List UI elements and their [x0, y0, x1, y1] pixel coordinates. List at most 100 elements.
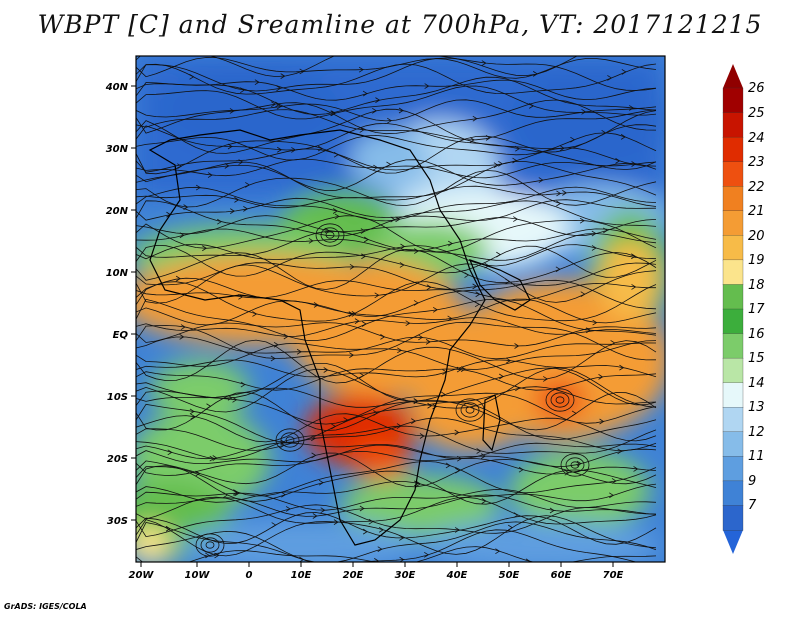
streamline	[136, 340, 657, 370]
streamline-arrow	[390, 216, 396, 223]
lon-tick-label: 40E	[446, 570, 468, 581]
streamline-arrow	[167, 449, 173, 456]
streamline-arrow	[311, 452, 317, 459]
streamlines	[136, 56, 657, 562]
streamline-arrow	[234, 490, 240, 497]
streamline-arrow	[179, 334, 185, 340]
streamline	[136, 135, 657, 175]
streamline	[136, 79, 657, 101]
streamline-arrow	[418, 334, 424, 341]
streamline	[136, 450, 657, 476]
streamline-arrow	[206, 403, 212, 410]
streamline-arrow	[601, 130, 607, 136]
streamline-arrow	[254, 79, 260, 86]
lon-axis: 20W 10W 0 10E 20E 30E 40E 50E 60E 70E	[129, 570, 624, 581]
streamline-arrow	[310, 435, 316, 442]
streamline-vortex	[315, 223, 345, 247]
streamline-arrow	[398, 107, 404, 114]
streamline-vortex	[195, 533, 225, 557]
streamline-arrow	[205, 552, 211, 559]
streamline-vortex	[545, 388, 575, 412]
streamline	[136, 132, 657, 161]
colorbar-swatch	[722, 161, 744, 187]
streamline-arrow	[413, 300, 419, 306]
streamline-arrow	[570, 136, 576, 143]
colorbar-label: 18	[748, 278, 765, 293]
streamline-arrow	[454, 429, 460, 436]
streamline-arrow	[405, 320, 411, 327]
streamline-arrow	[580, 291, 586, 298]
streamline	[136, 460, 657, 497]
colorbar-swatch	[722, 136, 744, 163]
colorbar-label: 14	[748, 376, 765, 391]
streamline-arrow	[243, 206, 249, 212]
streamline-arrow	[359, 505, 365, 512]
colorbar-bottom-arrow	[723, 530, 743, 554]
streamline-arrow	[615, 158, 621, 164]
streamline-arrow	[362, 528, 368, 535]
streamline-arrow	[425, 339, 431, 345]
streamline	[136, 63, 657, 95]
streamline-arrow	[507, 524, 513, 531]
colorbar-swatch	[722, 87, 744, 114]
streamline-arrow	[538, 177, 544, 183]
streamline-arrow	[332, 208, 338, 214]
streamline	[136, 391, 657, 432]
streamline	[136, 413, 657, 443]
streamline-arrow	[611, 478, 617, 484]
streamline-arrow	[177, 163, 183, 170]
streamline-arrow	[281, 491, 287, 498]
colorbar-label: 17	[748, 302, 765, 317]
streamline-arrow	[190, 413, 196, 420]
streamline-arrow	[359, 372, 365, 379]
streamline-arrow	[334, 213, 340, 220]
streamline-arrow	[525, 558, 531, 562]
colorbar-swatch	[722, 407, 744, 433]
streamline-arrow	[480, 453, 486, 459]
streamline-arrow	[426, 284, 432, 291]
streamline	[136, 417, 657, 451]
streamline-arrow	[374, 558, 380, 562]
streamline-arrow	[581, 109, 587, 115]
streamline-arrow	[498, 160, 504, 167]
streamline	[136, 359, 657, 378]
streamline-arrow	[498, 373, 504, 380]
streamline-arrow	[374, 292, 380, 299]
streamline-arrow	[514, 343, 520, 349]
streamline-arrow	[378, 526, 384, 533]
streamline-arrow	[351, 311, 357, 317]
streamline	[136, 160, 657, 199]
streamline	[136, 263, 657, 304]
streamline	[136, 248, 657, 290]
streamline-arrow	[506, 357, 512, 364]
lon-tick-label: 60E	[551, 570, 572, 581]
streamline	[136, 488, 657, 511]
streamline-arrow	[564, 469, 570, 476]
streamline-arrow	[275, 101, 281, 108]
streamline-vortex	[550, 392, 570, 408]
streamline-arrow	[358, 66, 364, 73]
colorbar-swatch	[722, 284, 744, 310]
streamline	[136, 57, 657, 92]
streamline-arrow	[543, 376, 548, 382]
streamline-arrow	[324, 227, 330, 234]
credit-label: GrADS: IGES/COLA	[4, 602, 87, 611]
streamline	[136, 159, 657, 192]
colorbar-label: 26	[748, 81, 765, 96]
streamline-arrow	[592, 319, 598, 326]
streamline-arrow	[424, 83, 430, 89]
streamline-arrow	[232, 396, 238, 403]
streamline	[136, 425, 657, 460]
lon-tick-label: 20E	[343, 570, 364, 581]
lon-tick-label: 20W	[129, 570, 155, 581]
streamline-arrow	[481, 498, 487, 504]
colorbar-label: 11	[748, 449, 765, 464]
streamline-arrow	[233, 490, 239, 497]
streamline-arrow	[179, 232, 185, 239]
streamline-arrow	[271, 101, 276, 107]
streamline-arrow	[518, 466, 524, 473]
colorbar-label: 13	[748, 400, 765, 415]
streamline-arrow	[373, 164, 379, 171]
streamline-arrow	[456, 366, 462, 373]
streamline	[136, 244, 657, 278]
